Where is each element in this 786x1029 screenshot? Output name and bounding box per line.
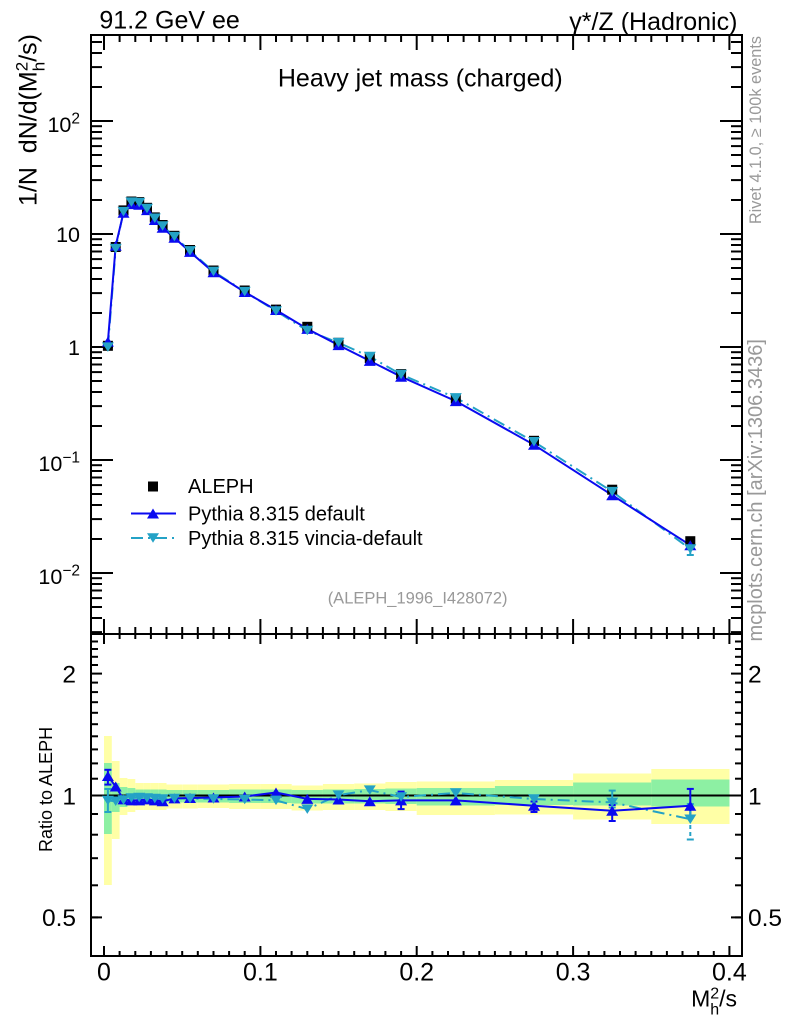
svg-text:2: 2: [748, 661, 762, 688]
svg-text:ALEPH: ALEPH: [188, 476, 254, 498]
svg-text:0.5: 0.5: [748, 905, 782, 932]
svg-text:0.2: 0.2: [399, 958, 434, 986]
svg-text:Pythia 8.315 default: Pythia 8.315 default: [188, 504, 365, 526]
svg-text:Pythia 8.315 vincia-default: Pythia 8.315 vincia-default: [188, 528, 423, 550]
svg-text:1: 1: [62, 783, 76, 810]
svg-text:M2h/s: M2 h/s: [691, 986, 737, 1019]
svg-text:0: 0: [97, 958, 111, 986]
svg-text:0.1: 0.1: [243, 958, 278, 986]
svg-text:0.5: 0.5: [42, 905, 76, 932]
svg-text:91.2 GeV ee: 91.2 GeV ee: [99, 7, 239, 35]
svg-text:1: 1: [68, 336, 80, 360]
svg-text:1: 1: [748, 783, 762, 810]
svg-text:0.3: 0.3: [556, 958, 591, 986]
svg-text:γ*/Z (Hadronic): γ*/Z (Hadronic): [569, 8, 737, 36]
svg-text:0.4: 0.4: [712, 958, 747, 986]
svg-text:Heavy jet mass (charged): Heavy jet mass (charged): [278, 65, 563, 93]
svg-text:2: 2: [62, 661, 76, 688]
svg-text:(ALEPH_1996_I428072): (ALEPH_1996_I428072): [328, 590, 508, 608]
svg-text:Rivet 4.1.0, ≥ 100k events: Rivet 4.1.0, ≥ 100k events: [747, 36, 765, 224]
svg-text:mcplots.cern.ch [arXiv:1306.34: mcplots.cern.ch [arXiv:1306.3436]: [745, 339, 767, 641]
svg-text:10: 10: [56, 223, 80, 247]
svg-text:Ratio to ALEPH: Ratio to ALEPH: [36, 727, 56, 852]
